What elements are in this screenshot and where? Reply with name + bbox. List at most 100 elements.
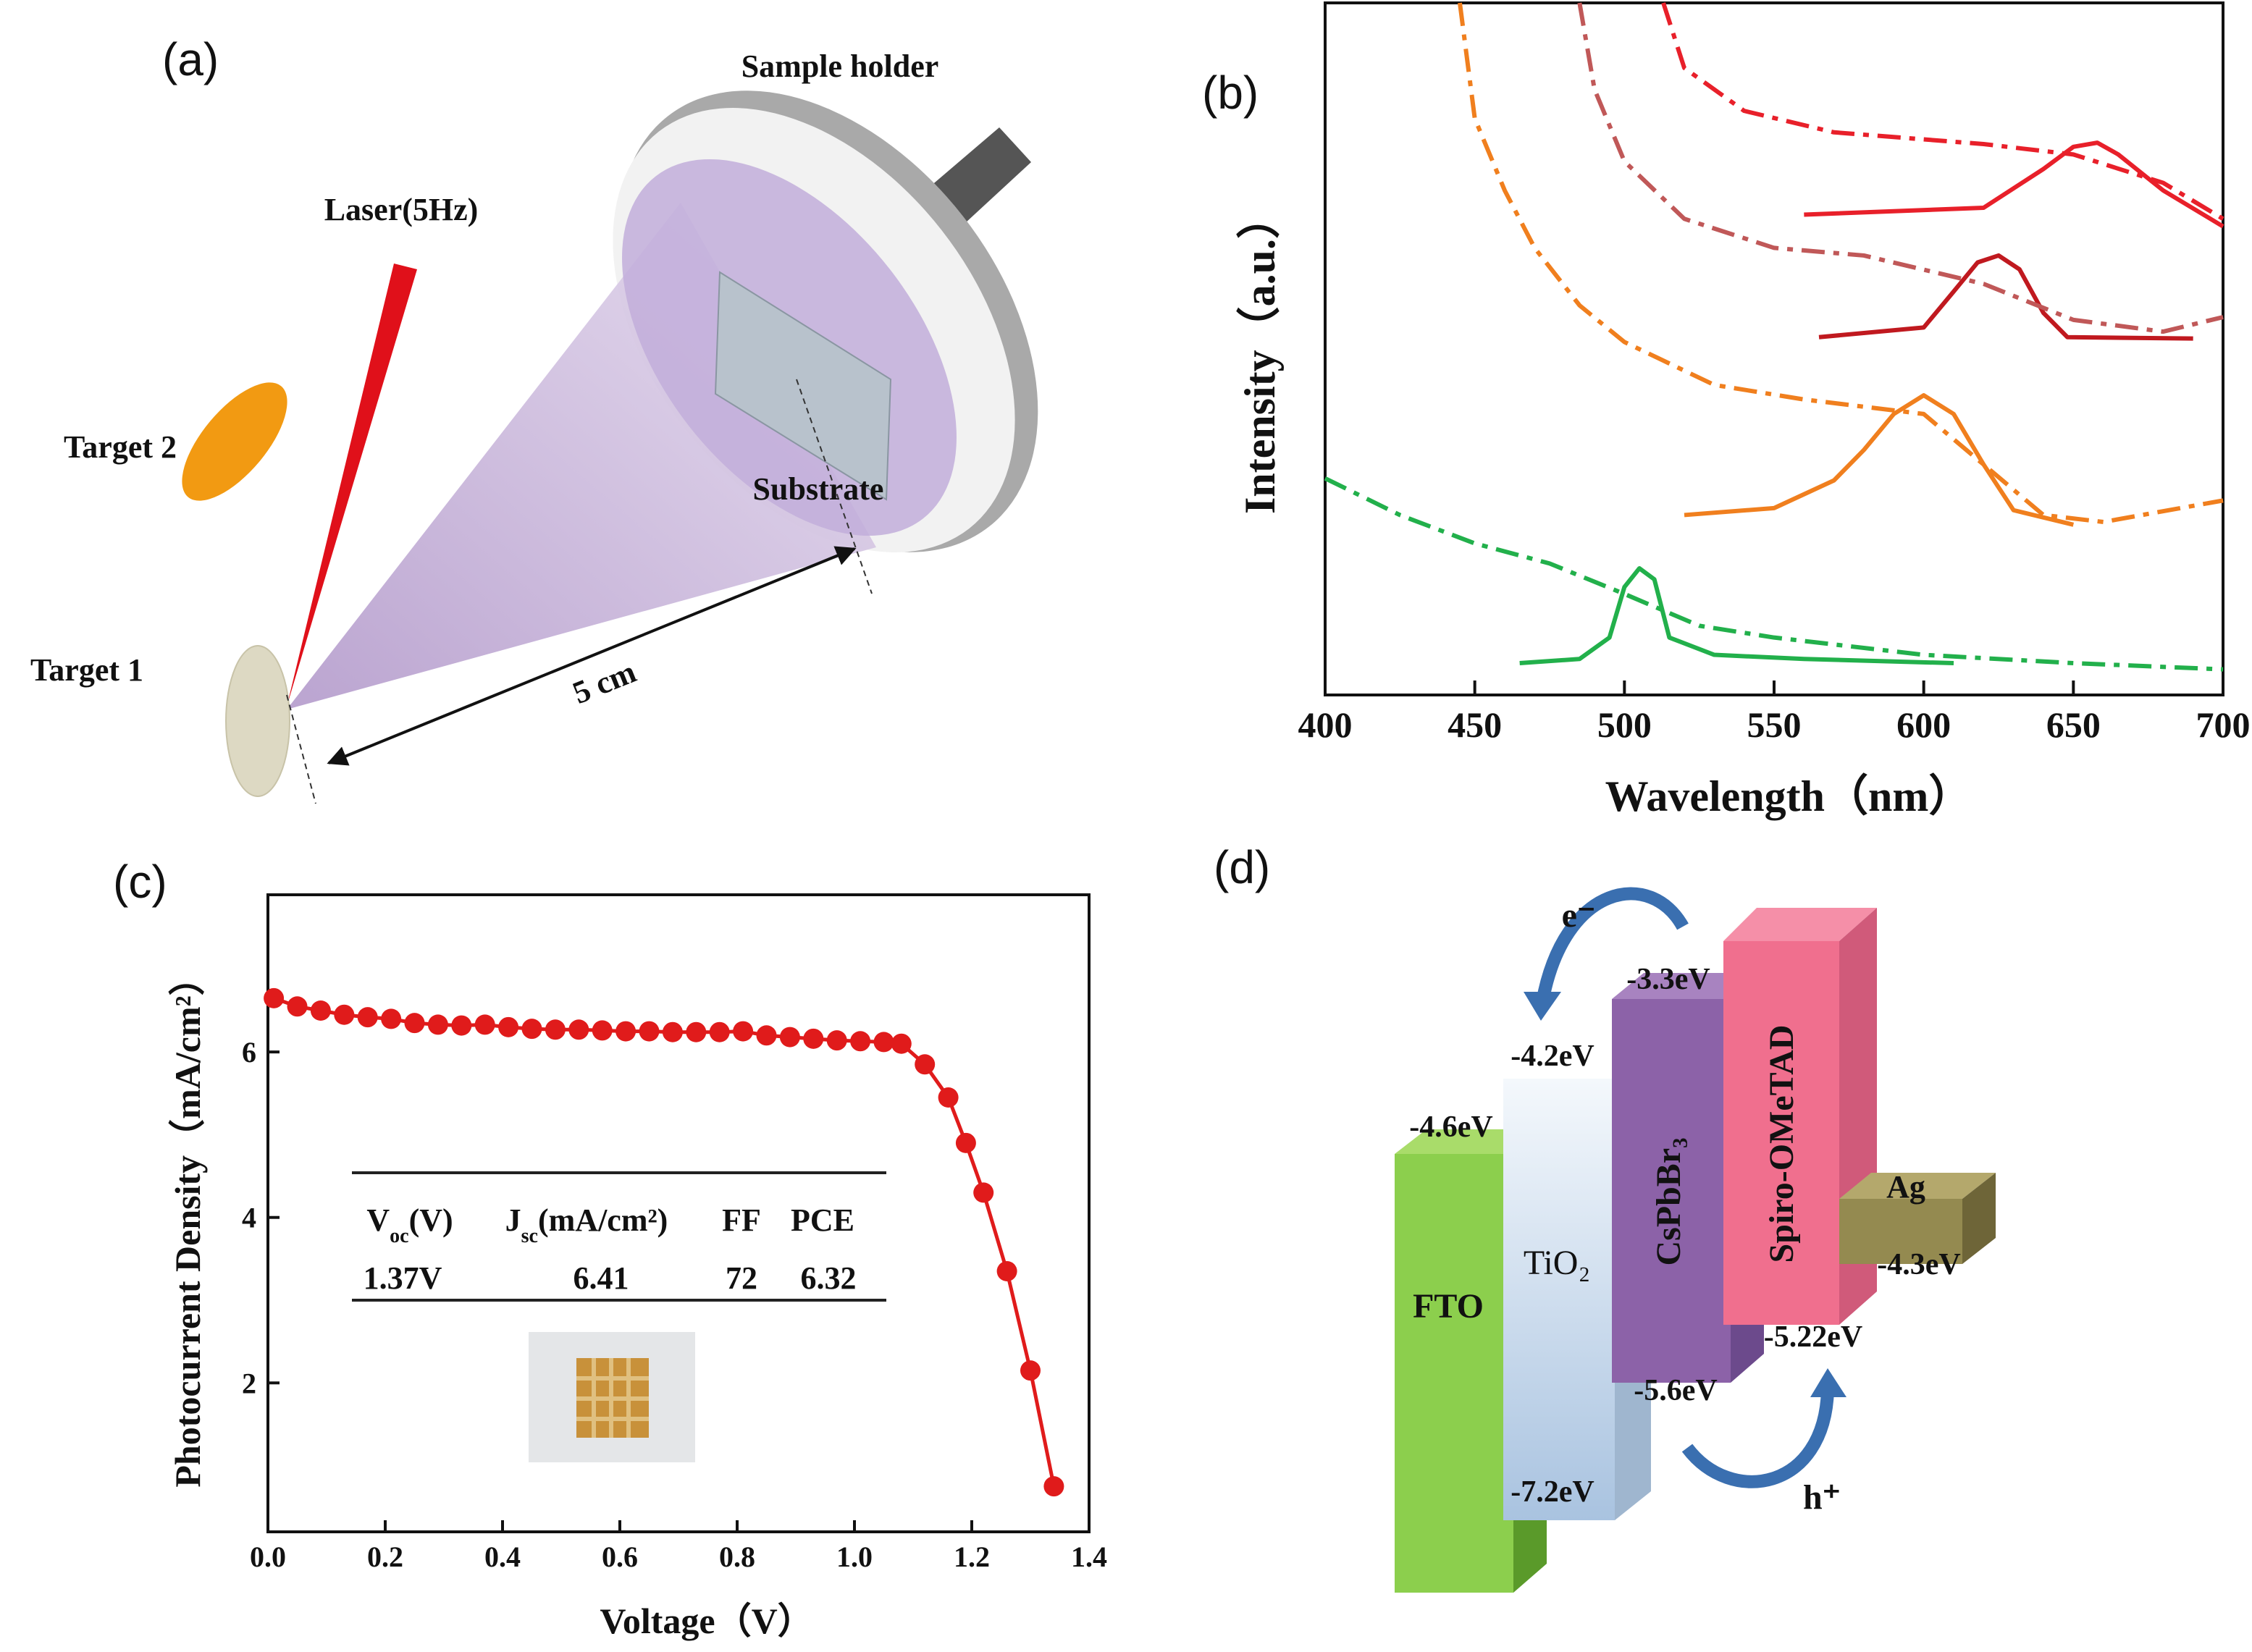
block-top — [1723, 908, 1877, 941]
x-tick-label: 0.6 — [602, 1541, 638, 1573]
line — [1818, 253, 2193, 341]
marker — [592, 1020, 613, 1041]
x-tick-label: 1.0 — [836, 1541, 873, 1573]
marker — [973, 1182, 994, 1203]
label: Target 1 — [30, 652, 143, 688]
marker — [915, 1054, 936, 1075]
plot-frame — [1324, 1, 2224, 696]
marker — [756, 1025, 777, 1046]
layer-label: CsPbBr₃ — [1650, 1137, 1688, 1265]
label: Sample holder — [741, 49, 939, 84]
x-tick-label: 500 — [1597, 704, 1652, 745]
label: h⁺ — [1803, 1478, 1841, 1517]
line — [1519, 566, 1954, 666]
layer-label: FTO — [1413, 1287, 1484, 1326]
arrowhead — [1524, 992, 1561, 1021]
block-side — [1962, 1173, 1996, 1264]
table-cell: 1.37V — [364, 1260, 442, 1296]
label: Laser(5Hz) — [324, 192, 479, 227]
marker — [733, 1021, 754, 1042]
marker — [1020, 1360, 1041, 1381]
normal-line — [286, 694, 316, 804]
x-tick-label: 450 — [1448, 704, 1502, 745]
marker — [850, 1031, 871, 1052]
cspbbr3-block — [1612, 999, 1731, 1383]
y-axis-label: Intensity（a.u.） — [1235, 195, 1284, 514]
arrowhead — [1810, 1368, 1846, 1397]
x-tick-label: 650 — [2046, 704, 2101, 745]
x-tick-label: 1.2 — [954, 1541, 990, 1573]
block-top — [1839, 1173, 1996, 1199]
marker — [451, 1015, 472, 1036]
ag-block — [1839, 1199, 1962, 1264]
x-tick-label: 0.8 — [719, 1541, 755, 1573]
label: Target 2 — [64, 429, 177, 465]
line — [1684, 393, 2075, 527]
marker — [779, 1027, 800, 1048]
table-header: Jsc(mA/cm²) — [505, 1202, 668, 1247]
marker — [264, 987, 285, 1008]
marker — [996, 1261, 1017, 1281]
marker — [545, 1019, 566, 1040]
target-2 — [182, 382, 287, 501]
y-axis-label: Photocurrent Density（mA/cm²） — [167, 959, 208, 1487]
panel-label: (b) — [1202, 67, 1259, 119]
electron-arrow — [1536, 887, 1689, 1003]
laser — [287, 264, 417, 707]
marker — [310, 1000, 331, 1021]
hole-arrow — [1681, 1389, 1834, 1488]
x-tick-label: 550 — [1747, 704, 1802, 745]
x-tick-label: 1.4 — [1071, 1541, 1107, 1573]
panel-label: (a) — [162, 33, 219, 85]
energy-diagram: e⁻ h⁺ -3.3eV -4.2eV -4.6eV -5.6eV -5.22e… — [1395, 887, 1996, 1593]
label: e⁻ — [1562, 896, 1596, 935]
table-header: FF — [722, 1202, 761, 1238]
header-part: (mA/cm²) — [538, 1202, 668, 1238]
tio2-block — [1503, 1079, 1615, 1520]
marker — [357, 1007, 378, 1028]
marker — [498, 1016, 519, 1037]
marker — [955, 1132, 976, 1153]
energy-level: -7.2eV — [1511, 1475, 1594, 1509]
marker — [826, 1030, 847, 1051]
table-cell: 6.41 — [573, 1260, 629, 1296]
panel-label: (d) — [1214, 841, 1270, 893]
fto-block — [1395, 1154, 1513, 1593]
marker — [287, 996, 308, 1017]
marker — [873, 1032, 894, 1053]
header-part: FF — [722, 1202, 761, 1238]
label: Substrate — [753, 471, 884, 507]
line — [1577, 2, 2224, 334]
marker — [615, 1021, 636, 1042]
marker — [639, 1021, 660, 1042]
layer-label: Spiro-OMeTAD — [1762, 1025, 1801, 1263]
energy-level: -4.3eV — [1877, 1248, 1960, 1281]
marker — [662, 1021, 683, 1042]
energy-level: -5.22eV — [1764, 1320, 1862, 1354]
header-part: oc — [390, 1225, 408, 1247]
distance-arrow — [327, 546, 857, 766]
header-part: V — [366, 1202, 390, 1238]
marker — [1043, 1476, 1064, 1497]
header-part: J — [505, 1202, 521, 1238]
spiro-block — [1723, 941, 1839, 1325]
marker — [938, 1087, 959, 1108]
header-part: sc — [521, 1225, 538, 1247]
schematic: Sample holder Laser(5Hz) Target 2 Substr… — [30, 49, 1038, 804]
energy-level: -5.6eV — [1634, 1374, 1717, 1407]
table-cell: 6.32 — [801, 1260, 857, 1296]
y-tick-label: 6 — [242, 1036, 256, 1069]
marker — [404, 1013, 425, 1034]
marker — [803, 1028, 824, 1049]
marker — [568, 1019, 589, 1040]
x-tick-label: 0.0 — [250, 1541, 286, 1573]
plot-frame — [266, 893, 1091, 1533]
marker — [427, 1014, 448, 1035]
marker — [686, 1021, 707, 1042]
marker — [891, 1033, 912, 1054]
target-1 — [225, 645, 290, 797]
table-header: Voc(V) — [366, 1202, 453, 1247]
line — [1458, 2, 2224, 524]
x-tick-label: 700 — [2196, 704, 2251, 745]
